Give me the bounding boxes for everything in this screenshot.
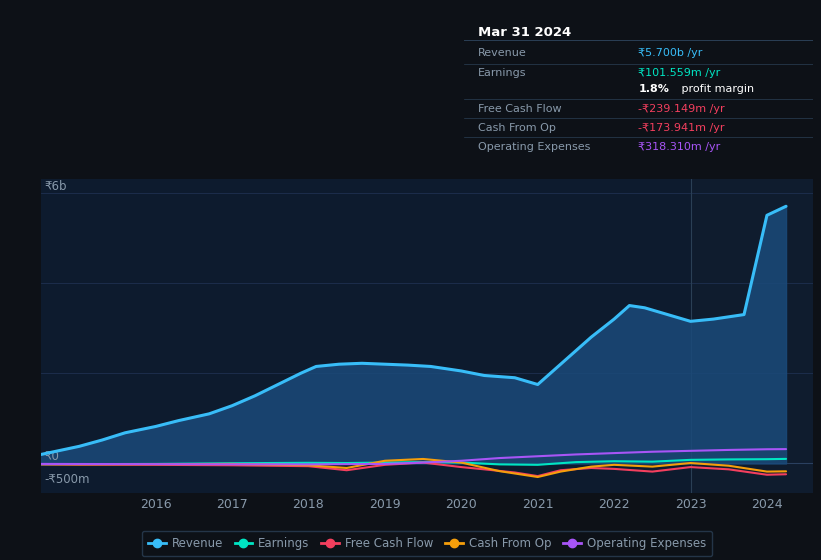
Text: ₹0: ₹0 [45, 450, 60, 464]
Text: profit margin: profit margin [678, 85, 754, 95]
Text: -₹239.149m /yr: -₹239.149m /yr [639, 104, 725, 114]
Text: Revenue: Revenue [478, 48, 526, 58]
Text: ₹101.559m /yr: ₹101.559m /yr [639, 68, 721, 78]
Legend: Revenue, Earnings, Free Cash Flow, Cash From Op, Operating Expenses: Revenue, Earnings, Free Cash Flow, Cash … [142, 531, 712, 556]
Text: 1.8%: 1.8% [639, 85, 669, 95]
Bar [690, 179, 813, 493]
Text: Earnings: Earnings [478, 68, 526, 78]
Text: ₹318.310m /yr: ₹318.310m /yr [639, 142, 721, 152]
Text: ₹6b: ₹6b [45, 180, 67, 193]
Text: ₹5.700b /yr: ₹5.700b /yr [639, 48, 703, 58]
Text: -₹173.941m /yr: -₹173.941m /yr [639, 123, 725, 133]
Text: Cash From Op: Cash From Op [478, 123, 556, 133]
Text: -₹500m: -₹500m [45, 473, 90, 486]
Text: Mar 31 2024: Mar 31 2024 [478, 26, 571, 39]
Text: Free Cash Flow: Free Cash Flow [478, 104, 562, 114]
Text: Operating Expenses: Operating Expenses [478, 142, 590, 152]
